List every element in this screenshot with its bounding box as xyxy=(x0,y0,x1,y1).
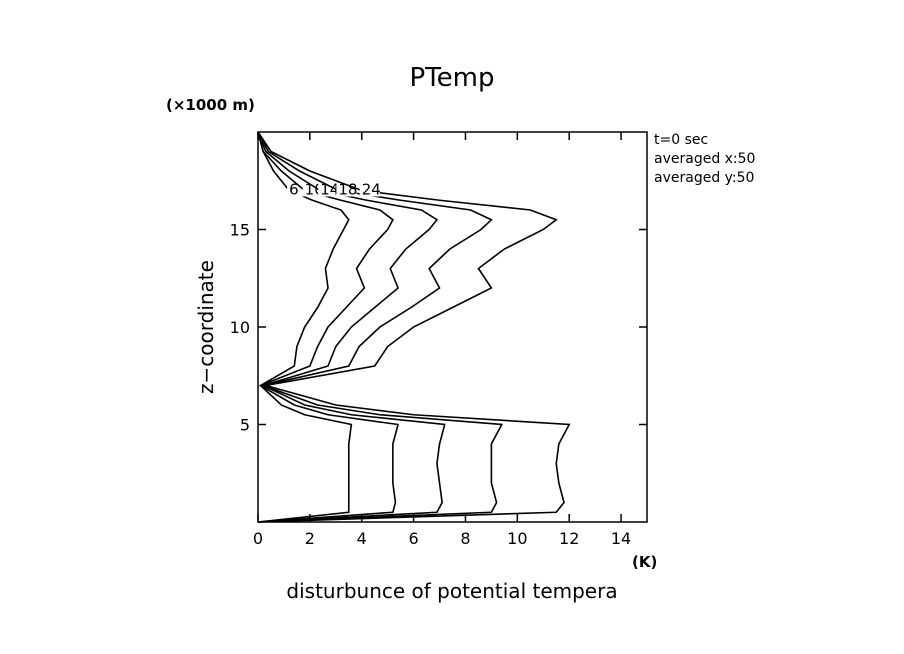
x-axis-title: disturbunce of potential tempera xyxy=(286,579,617,603)
label-bg xyxy=(318,180,339,197)
label-bg xyxy=(359,180,380,197)
label-bg xyxy=(287,180,308,197)
x-tick-label: 8 xyxy=(460,529,470,548)
annotation: averaged x:50 xyxy=(654,151,755,167)
x-tick-label: 4 xyxy=(357,529,367,548)
profile-line xyxy=(257,131,353,523)
y-tick-label: 15 xyxy=(230,221,250,240)
x-tick-label: 6 xyxy=(409,529,419,548)
y-tick-label: 10 xyxy=(230,318,250,337)
annotations: t=0 sec averaged x:50 averaged y:50 xyxy=(654,132,755,186)
x-tick-label: 10 xyxy=(507,529,527,548)
line-label: 18 xyxy=(338,181,357,199)
annotation: t=0 sec xyxy=(654,132,708,148)
annotation: averaged y:50 xyxy=(654,170,754,186)
y-axis-title: z−coordinate xyxy=(194,260,218,394)
label-bg xyxy=(302,180,323,197)
label-bg xyxy=(336,180,357,197)
y-tick-label: 5 xyxy=(240,416,250,435)
y-unit: (×1000 m) xyxy=(166,96,255,114)
profile-line xyxy=(257,131,504,523)
line-label: 6 xyxy=(289,181,299,199)
profile-line xyxy=(257,131,400,523)
x-unit: (K) xyxy=(632,553,657,571)
profile-line xyxy=(257,131,446,523)
profile-line xyxy=(257,131,571,523)
line-label: 14 xyxy=(320,181,339,199)
x-tick-label: 14 xyxy=(611,529,631,548)
chart-title: PTemp xyxy=(410,63,495,93)
x-tick-label: 0 xyxy=(253,529,263,548)
x-tick-label: 12 xyxy=(559,529,579,548)
line-label: 24 xyxy=(362,181,381,199)
x-tick-label: 2 xyxy=(305,529,315,548)
